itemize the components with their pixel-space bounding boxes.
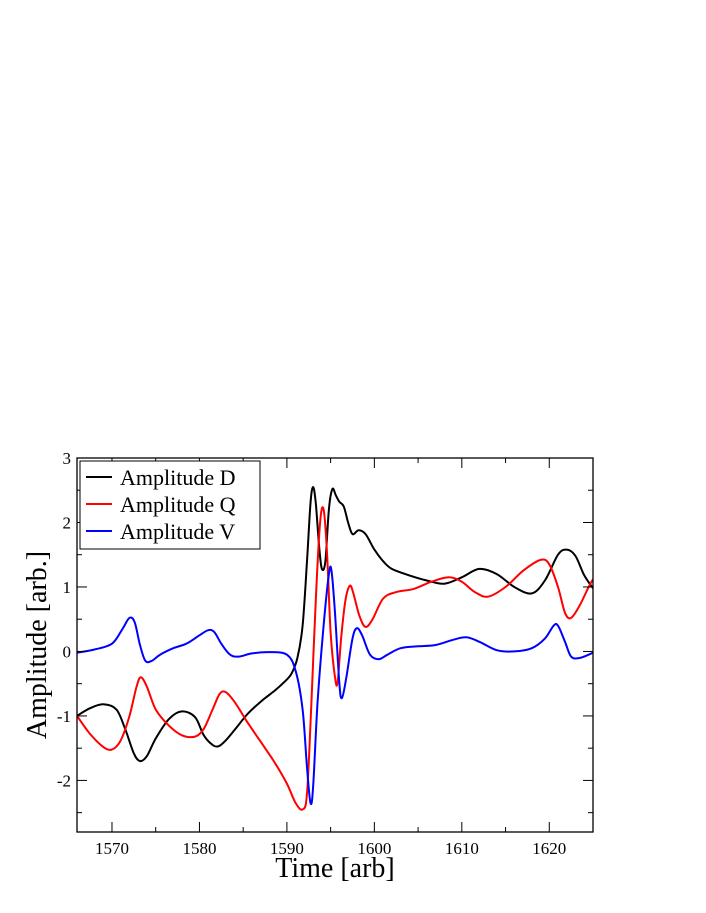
x-tick-label: 1570 — [95, 839, 129, 858]
legend-label-amplitude-v: Amplitude V — [120, 519, 235, 544]
y-tick-label: 0 — [63, 642, 72, 661]
legend: Amplitude D Amplitude Q Amplitude V — [79, 460, 261, 550]
series-line-amplitude-v — [77, 565, 593, 806]
x-tick-label: 1590 — [270, 839, 304, 858]
x-tick-label: 1580 — [182, 839, 216, 858]
y-tick-label: 1 — [63, 578, 72, 597]
y-tick-label: -2 — [57, 771, 71, 790]
y-tick-label: 3 — [63, 449, 72, 468]
plot-frame — [76, 457, 594, 833]
x-axis: 1570 1580 1590 1600 1610 1620 — [95, 458, 594, 858]
plot-area — [77, 486, 593, 811]
y-axis: -2 -1 0 1 2 3 — [57, 449, 593, 814]
x-axis-title: Time [arb] — [275, 853, 395, 884]
legend-box — [79, 460, 261, 550]
series-line-amplitude-q — [77, 506, 593, 811]
y-tick-label: -1 — [57, 707, 71, 726]
legend-label-amplitude-q: Amplitude Q — [120, 492, 236, 517]
y-tick-label: 2 — [63, 513, 72, 532]
x-tick-label: 1620 — [532, 839, 566, 858]
x-tick-label: 1600 — [357, 839, 391, 858]
y-axis-title: Amplitude [arb.] — [22, 551, 53, 739]
legend-label-amplitude-d: Amplitude D — [120, 465, 236, 490]
x-tick-label: 1610 — [445, 839, 479, 858]
